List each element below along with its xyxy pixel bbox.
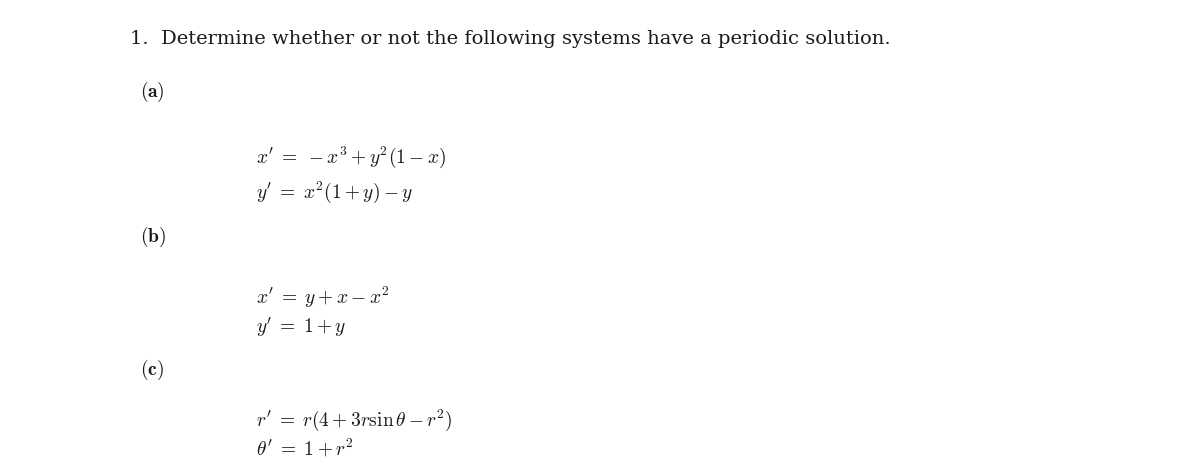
- Text: $\theta' \;=\; 1 + r^2$: $\theta' \;=\; 1 + r^2$: [256, 438, 353, 460]
- Text: $x' \;=\; y + x - x^2$: $x' \;=\; y + x - x^2$: [256, 285, 389, 310]
- Text: $\mathbf{(b)}$: $\mathbf{(b)}$: [140, 225, 167, 249]
- Text: $\mathbf{(c)}$: $\mathbf{(c)}$: [140, 358, 164, 382]
- Text: 1.  Determine whether or not the following systems have a periodic solution.: 1. Determine whether or not the followin…: [130, 30, 890, 48]
- Text: $\mathbf{(a)}$: $\mathbf{(a)}$: [140, 80, 166, 104]
- Text: $x' \;=\; -x^3 + y^2(1-x)$: $x' \;=\; -x^3 + y^2(1-x)$: [256, 145, 445, 170]
- Text: $y' \;=\; x^2(1+y) - y$: $y' \;=\; x^2(1+y) - y$: [256, 180, 413, 205]
- Text: $y' \;=\; 1 + y$: $y' \;=\; 1 + y$: [256, 315, 346, 339]
- Text: $r' \;=\; r(4 + 3r\sin\theta - r^2)$: $r' \;=\; r(4 + 3r\sin\theta - r^2)$: [256, 408, 452, 433]
